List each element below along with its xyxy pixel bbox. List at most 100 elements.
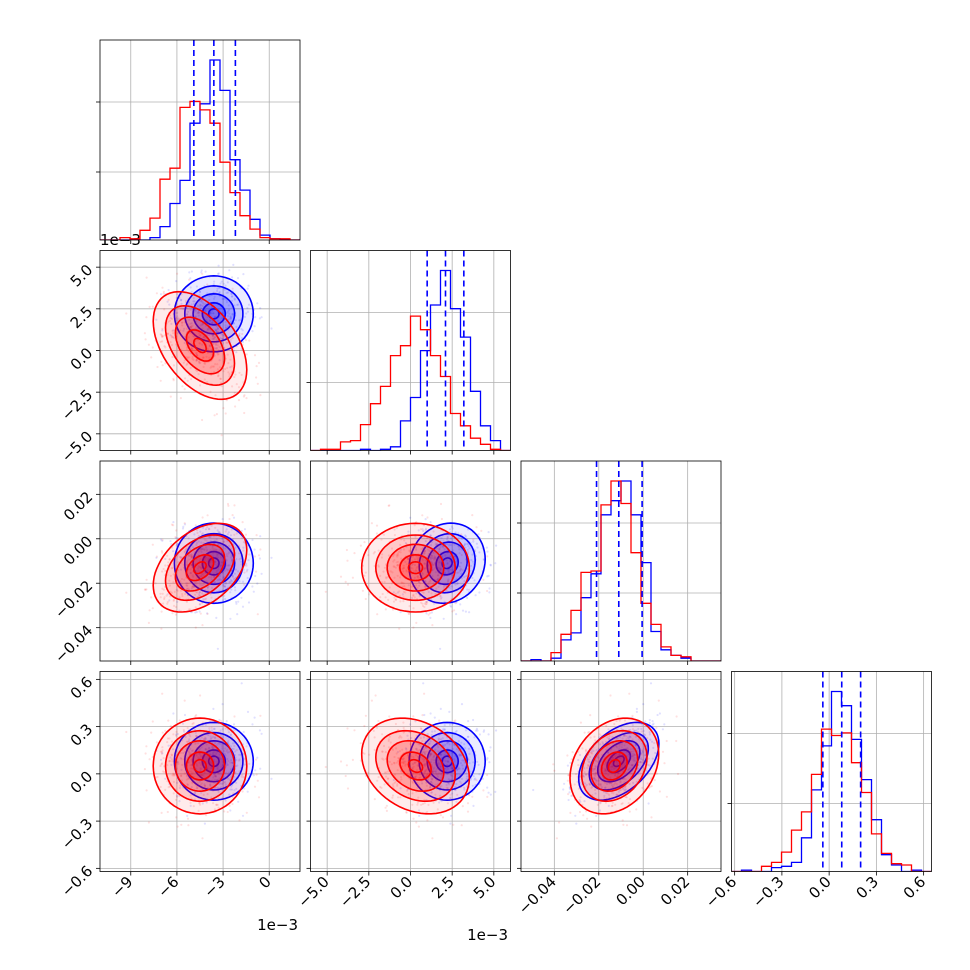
- sample-point: [213, 575, 216, 578]
- sample-point: [228, 318, 231, 321]
- sample-point: [425, 750, 428, 753]
- sample-point: [417, 750, 420, 753]
- sample-point: [430, 753, 433, 756]
- sample-point: [222, 370, 225, 373]
- sample-point: [598, 783, 602, 786]
- sample-point: [623, 786, 626, 789]
- sample-point: [424, 763, 427, 766]
- sample-point: [413, 775, 417, 779]
- contour-red: [569, 717, 660, 815]
- sample-point: [172, 774, 175, 777]
- sample-point: [197, 540, 200, 543]
- sample-point: [213, 347, 216, 350]
- sample-point: [199, 565, 202, 568]
- sample-point: [402, 548, 406, 551]
- density-fill-red: [175, 544, 225, 591]
- sample-point: [435, 768, 438, 771]
- sample-point: [201, 572, 204, 575]
- sample-point: [214, 394, 217, 397]
- sample-point: [615, 783, 618, 786]
- sample-point: [437, 761, 440, 764]
- sample-point: [219, 734, 223, 737]
- sample-point: [394, 598, 397, 601]
- sample-point: [410, 566, 413, 570]
- sample-point: [594, 765, 597, 768]
- sample-point: [215, 548, 218, 552]
- sample-point: [195, 543, 198, 547]
- sample-point: [412, 593, 415, 597]
- sample-point: [595, 814, 598, 818]
- sample-point: [180, 306, 183, 309]
- sample-point: [415, 570, 419, 573]
- sample-point: [207, 746, 210, 750]
- sample-point: [464, 729, 468, 732]
- sample-point: [232, 322, 236, 325]
- sample-point: [234, 750, 237, 753]
- sample-point: [184, 377, 187, 380]
- sample-point: [609, 776, 612, 779]
- sample-point: [227, 310, 230, 313]
- sample-point: [257, 361, 261, 364]
- sample-point: [220, 745, 224, 748]
- sample-point: [388, 504, 391, 507]
- sample-point: [448, 560, 452, 563]
- sample-point: [167, 561, 170, 564]
- sample-point: [379, 785, 382, 789]
- sample-point: [187, 303, 190, 306]
- sample-point: [221, 334, 224, 337]
- sample-point: [185, 600, 188, 604]
- sample-point: [225, 763, 228, 767]
- sample-point: [216, 569, 219, 572]
- sample-point: [444, 543, 447, 546]
- sample-point: [200, 299, 203, 302]
- sample-point: [427, 583, 430, 586]
- panel-frame-4-4: [731, 671, 932, 872]
- sample-point: [240, 560, 243, 563]
- sample-point: [186, 356, 189, 359]
- sample-point: [195, 735, 198, 738]
- density-fill-blue: [419, 533, 476, 593]
- sample-point: [198, 595, 201, 598]
- sample-point: [604, 769, 608, 772]
- sample-point: [617, 790, 620, 794]
- density-fill-blue: [427, 740, 468, 782]
- sample-point: [241, 605, 245, 608]
- sample-point: [206, 765, 209, 768]
- sample-point: [219, 336, 222, 340]
- sample-point: [417, 783, 420, 786]
- sample-point: [410, 755, 413, 758]
- sample-point: [208, 536, 211, 539]
- sample-point: [405, 569, 408, 572]
- sample-point: [176, 537, 179, 540]
- sample-point: [180, 299, 183, 302]
- sample-point: [210, 348, 213, 351]
- sample-point: [446, 760, 449, 763]
- sample-point: [488, 749, 491, 753]
- sample-point: [465, 777, 468, 780]
- sample-point: [216, 272, 220, 275]
- sample-point: [454, 583, 457, 586]
- panel-frame-4-1: [99, 671, 301, 872]
- sample-point: [567, 793, 570, 796]
- sample-point: [413, 524, 416, 527]
- sample-point: [180, 568, 183, 571]
- sample-point: [147, 821, 150, 824]
- sample-point: [424, 603, 427, 606]
- sample-point: [384, 806, 387, 809]
- sample-point: [634, 735, 638, 738]
- sample-point: [466, 551, 470, 554]
- sample-point: [396, 552, 399, 555]
- sample-point: [202, 336, 205, 339]
- sample-point: [186, 313, 189, 316]
- sample-point: [463, 544, 466, 547]
- sample-point: [229, 809, 232, 812]
- sample-point: [197, 360, 200, 364]
- sample-point: [387, 554, 390, 557]
- sample-point: [623, 777, 626, 780]
- sample-point: [436, 750, 439, 753]
- sample-point: [642, 729, 645, 733]
- sample-point: [236, 613, 239, 616]
- sample-point: [453, 543, 456, 546]
- sample-point: [178, 786, 181, 790]
- sample-point: [195, 359, 198, 362]
